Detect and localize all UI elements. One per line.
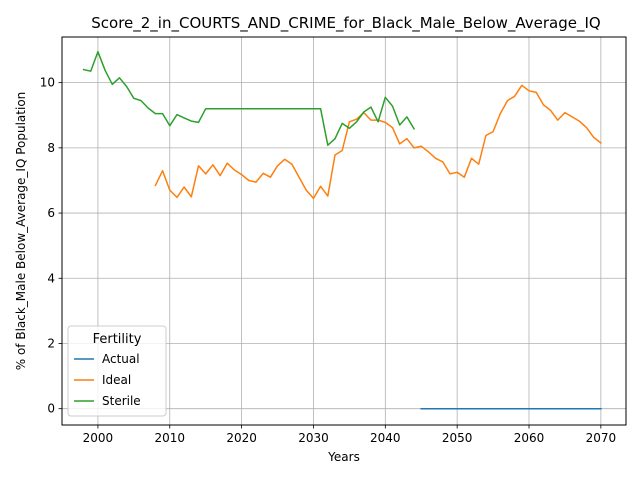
x-tick-label: 2070: [586, 431, 617, 445]
y-tick-label: 2: [47, 336, 55, 350]
x-tick-label: 2020: [226, 431, 257, 445]
y-tick-label: 6: [47, 206, 55, 220]
series-line-sterile: [82, 50, 416, 146]
y-tick-label: 4: [47, 271, 55, 285]
x-tick-label: 2060: [514, 431, 545, 445]
x-tick-label: 2000: [83, 431, 114, 445]
legend-label-actual: Actual: [102, 352, 140, 366]
series-lines: [82, 50, 602, 410]
legend-label-ideal: Ideal: [102, 373, 131, 387]
legend: Fertility Actual Ideal Sterile: [67, 325, 167, 417]
x-tick-label: 2050: [442, 431, 473, 445]
x-axis-label: Years: [327, 450, 360, 464]
legend-title: Fertility: [93, 332, 142, 347]
y-axis-label: % of Black_Male Below_Average_IQ Populat…: [14, 92, 28, 371]
legend-label-sterile: Sterile: [102, 394, 141, 408]
y-tick-label: 0: [47, 402, 55, 416]
x-tick-label: 2030: [298, 431, 329, 445]
axis-ticks: 2000 2010 2020 2030 2040 2050 2060 2070 0 2 4 6 8 10: [40, 76, 616, 445]
legend-box: [67, 325, 167, 417]
y-tick-label: 8: [47, 141, 55, 155]
chart-title: Score_2_in_COURTS_AND_CRIME_for_Black_Ma…: [91, 14, 600, 33]
plot-area-frame: [61, 36, 627, 426]
x-tick-label: 2010: [154, 431, 185, 445]
x-tick-label: 2040: [370, 431, 401, 445]
y-tick-label: 10: [40, 76, 55, 90]
